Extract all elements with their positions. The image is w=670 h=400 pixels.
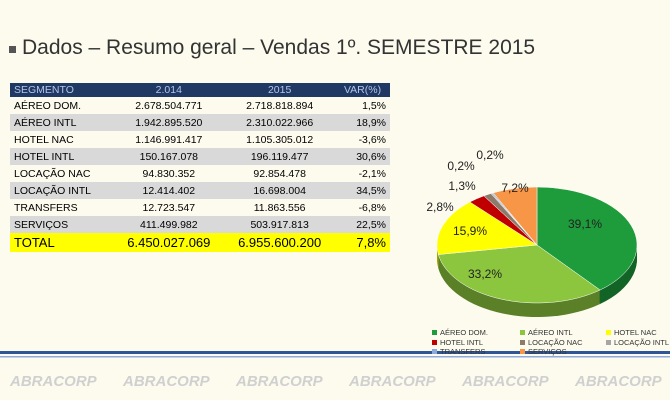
slice [436, 201, 538, 255]
table-cell: 2.310.022.966 [224, 114, 336, 131]
footer-line [0, 356, 670, 358]
bullet [9, 46, 16, 53]
data-label: 0,2% [447, 159, 475, 173]
legend-swatch [606, 340, 611, 345]
table-row: TRANSFERS 12.723.547 11.863.556 -6,8% [10, 199, 390, 216]
table-cell: 12.414.402 [113, 182, 225, 199]
table-cell: 2.718.818.894 [246, 99, 314, 112]
legend-label: TRANSFERS [440, 347, 485, 356]
table-cell: HOTEL NAC [14, 133, 74, 146]
footer-logo: ABRACORP [122, 373, 211, 390]
legend-label: HOTEL INTL [440, 338, 483, 347]
table-cell: 30,6% [335, 148, 390, 165]
table-row: SERVIÇOS 411.499.982 503.917.813 22,5% [10, 216, 390, 233]
table-cell: LOCAÇÃO NAC [14, 167, 91, 180]
data-label: 2,8% [426, 200, 454, 214]
table-cell: AÉREO INTL [10, 114, 114, 131]
table-cell: 150.167.078 [113, 148, 225, 165]
table-cell: 94.830.352 [142, 167, 196, 180]
table-row: AÉREO DOM. 2.678.504.771 2.718.818.894 1,5% [10, 97, 390, 114]
data-label: 15,9% [453, 224, 487, 238]
table-cell: 2.014 [113, 83, 225, 97]
footer-logo: ABRACORP [9, 373, 98, 390]
data-label: 7,2% [501, 181, 529, 195]
data-label: 1,3% [448, 179, 476, 193]
data-label: 0,2% [476, 148, 504, 162]
table-cell: AÉREO DOM. [14, 99, 82, 112]
slide-title: Dados – Resumo geral – Vendas 1º. SEMEST… [22, 36, 536, 59]
legend-label: AÉREO DOM. [440, 328, 488, 337]
table-cell: 1.105.305.012 [246, 133, 314, 146]
table-cell: -3,6% [358, 133, 386, 146]
legend-swatch [520, 340, 525, 345]
table-cell: -6,8% [358, 201, 386, 214]
table-cell: 6.450.027.069 [113, 233, 225, 252]
table-row: LOCAÇÃO NAC 94.830.352 92.854.478 -2,1% [10, 165, 390, 182]
slice [536, 186, 638, 291]
slice [438, 244, 601, 304]
data-label: 33,2% [468, 267, 502, 281]
total-row: TOTAL 6.450.027.069 6.955.600.200 7,8% [10, 233, 390, 252]
table-cell: -2,1% [358, 167, 386, 180]
table-cell: 7,8% [335, 233, 390, 252]
sales-table: SEGMENTO 2.014 2015 VAR(%) AÉREO DOM. 2.678.5… [10, 83, 390, 252]
table-cell: SEGMENTO [10, 83, 114, 97]
footer-logo: ABRACORP [574, 373, 663, 390]
table-cell: 22,5% [335, 216, 390, 233]
legend-swatch [520, 349, 525, 354]
table-cell: 16.698.004 [224, 182, 336, 199]
table-cell: HOTEL INTL [10, 148, 114, 165]
table-cell: 1.942.895.520 [113, 114, 225, 131]
table-cell: SERVIÇOS [10, 216, 114, 233]
table-cell: 92.854.478 [253, 167, 306, 180]
table-cell: 11.863.556 [253, 201, 306, 214]
data-label: 39,1% [568, 217, 602, 231]
table-row: HOTEL NAC 1.146.991.417 1.105.305.012 -3,6% [10, 131, 390, 148]
footer-logo: ABRACORP [461, 373, 550, 390]
table-cell: 6.955.600.200 [224, 233, 336, 252]
table-cell: 411.499.982 [113, 216, 225, 233]
legend-label: LOCAÇÃO NAC [528, 338, 583, 347]
table-cell: 503.917.813 [224, 216, 336, 233]
legend-swatch [520, 330, 525, 335]
table-cell: TRANSFERS [14, 201, 78, 214]
table-cell: 18,9% [335, 114, 390, 131]
legend-swatch [432, 340, 437, 345]
table-row: HOTEL INTL 150.167.078 196.119.477 30,6% [10, 148, 390, 165]
table-cell: 1,5% [362, 99, 386, 112]
table-cell: TOTAL [10, 233, 114, 252]
table-cell: 12.723.547 [142, 201, 196, 214]
table-row: AÉREO INTL 1.942.895.520 2.310.022.966 18,9… [10, 114, 390, 131]
table-cell: LOCAÇÃO INTL [10, 182, 114, 199]
table-cell: 2.678.504.771 [135, 99, 203, 112]
footer-logo: ABRACORP [348, 373, 437, 390]
table-row: LOCAÇÃO INTL 12.414.402 16.698.004 34,5% [10, 182, 390, 199]
legend-swatch [432, 349, 437, 354]
table-cell: 1.146.991.417 [135, 133, 203, 146]
slice [492, 186, 538, 246]
legend-label: LOCAÇÃO INTL [614, 338, 669, 347]
table-cell: VAR(%) [335, 83, 390, 97]
table-cell: 2015 [224, 83, 336, 97]
footer-logo: ABRACORP [235, 373, 324, 390]
table-cell: 196.119.477 [224, 148, 336, 165]
legend-swatch [606, 330, 611, 335]
legend-swatch [432, 330, 437, 335]
legend-label: AÉREO INTL [528, 328, 573, 337]
footer-line [0, 351, 670, 354]
legend-label: HOTEL NAC [614, 328, 657, 337]
header-row: SEGMENTO 2.014 2015 VAR(%) [10, 83, 390, 97]
table-cell: 34,5% [335, 182, 390, 199]
legend-label: SERVIÇOS [528, 347, 567, 356]
